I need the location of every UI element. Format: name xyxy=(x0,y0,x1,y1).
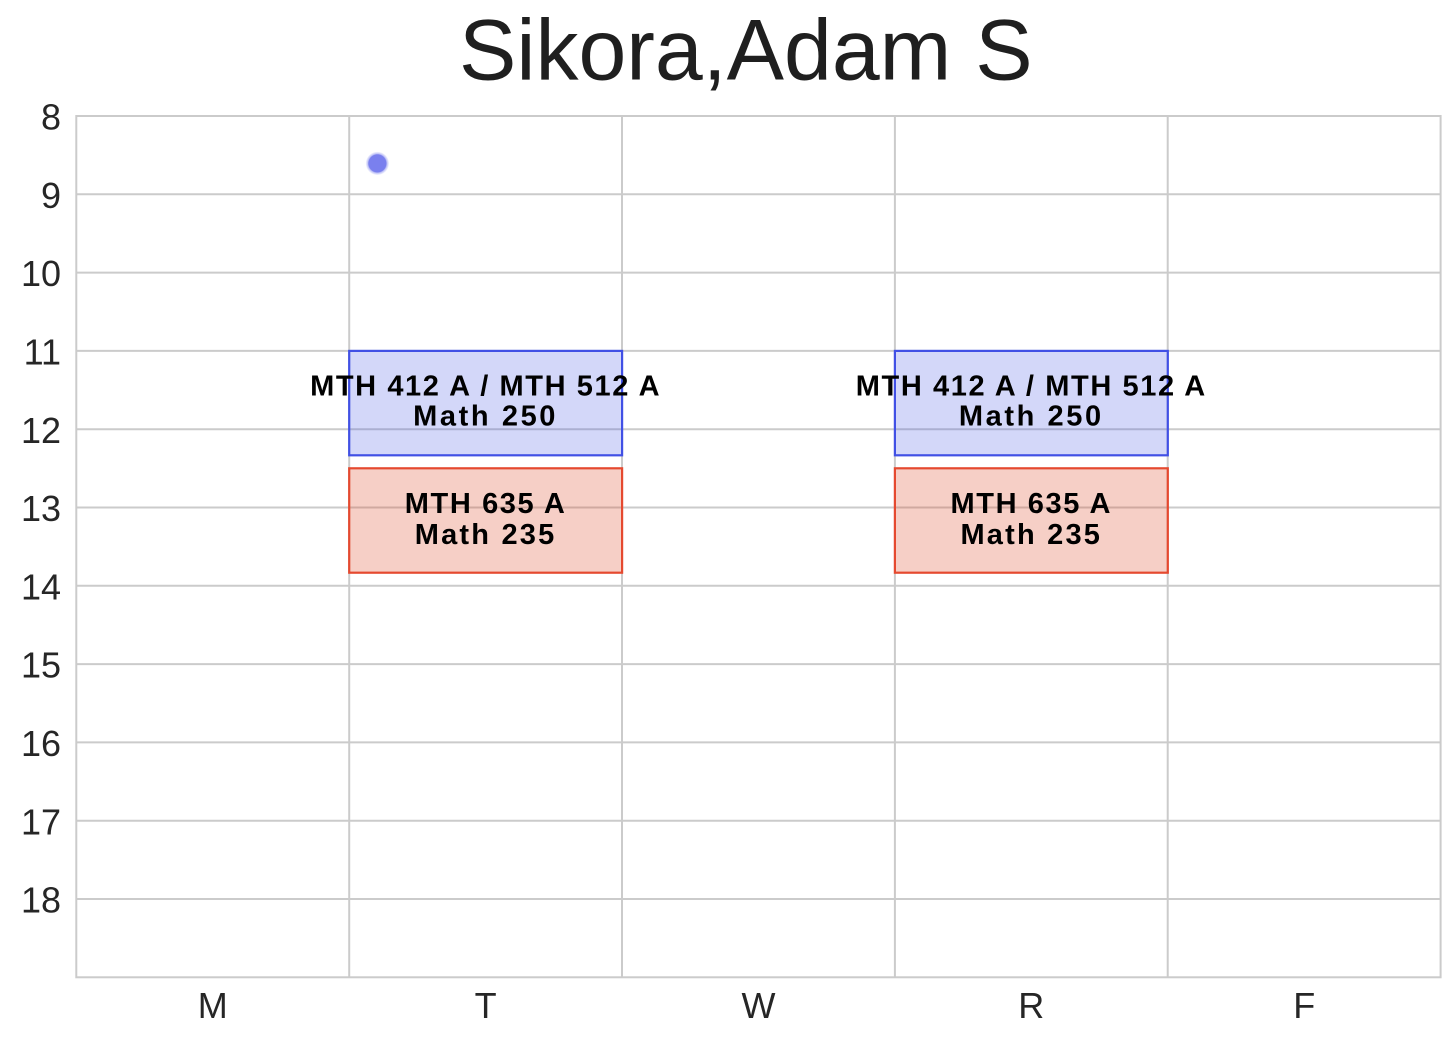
svg-text:10: 10 xyxy=(21,253,61,294)
svg-text:Math 235: Math 235 xyxy=(415,519,557,551)
svg-text:9: 9 xyxy=(41,175,61,216)
svg-text:MTH 635 A: MTH 635 A xyxy=(951,488,1113,520)
svg-text:12: 12 xyxy=(21,410,61,451)
svg-text:Math 250: Math 250 xyxy=(959,401,1104,433)
svg-text:14: 14 xyxy=(21,566,61,607)
svg-text:Math 250: Math 250 xyxy=(413,401,558,433)
svg-text:R: R xyxy=(1018,985,1044,1026)
svg-text:15: 15 xyxy=(21,645,61,686)
svg-text:16: 16 xyxy=(21,723,61,764)
svg-text:8: 8 xyxy=(41,97,61,138)
svg-text:MTH 635 A: MTH 635 A xyxy=(405,488,567,520)
svg-text:MTH 412 A / MTH 512 A: MTH 412 A / MTH 512 A xyxy=(856,371,1207,403)
svg-text:Sikora,Adam S: Sikora,Adam S xyxy=(459,2,1033,98)
svg-text:11: 11 xyxy=(24,332,61,373)
svg-text:Math 235: Math 235 xyxy=(960,519,1102,551)
svg-text:13: 13 xyxy=(21,488,61,529)
svg-text:18: 18 xyxy=(21,880,61,921)
svg-text:17: 17 xyxy=(21,801,61,842)
svg-text:MTH 412 A / MTH 512 A: MTH 412 A / MTH 512 A xyxy=(310,371,661,403)
svg-text:F: F xyxy=(1293,985,1315,1026)
svg-text:W: W xyxy=(742,985,776,1026)
svg-text:T: T xyxy=(475,985,497,1026)
svg-text:M: M xyxy=(198,985,228,1026)
